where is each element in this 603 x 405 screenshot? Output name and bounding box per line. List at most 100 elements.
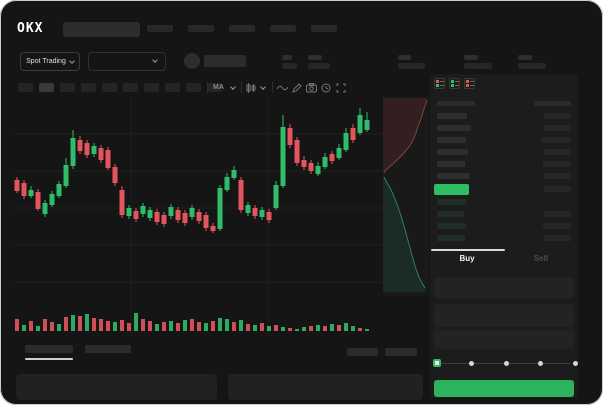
stat-value [518, 63, 546, 69]
timeframe-button[interactable] [123, 83, 138, 92]
pencil-draw-icon[interactable] [292, 83, 302, 93]
slider-stop[interactable] [572, 361, 578, 366]
buy-tab-active-underline [431, 249, 505, 251]
stat-label [518, 55, 532, 60]
stat-value [464, 63, 492, 69]
search-input[interactable] [63, 22, 140, 37]
toggle-glyph [440, 81, 444, 82]
chevron-down-icon[interactable] [260, 84, 266, 90]
ask-row-price[interactable] [437, 173, 470, 179]
orderbook-panel: Buy Sell [430, 74, 578, 398]
timeframe-button[interactable] [207, 83, 222, 92]
slider-stop[interactable] [469, 361, 474, 366]
timeframe-button[interactable] [81, 83, 96, 92]
divider [241, 82, 242, 93]
book-both-icon[interactable] [434, 78, 445, 89]
depth-chart[interactable] [383, 96, 429, 296]
chevron-down-icon [69, 57, 75, 64]
order-input-field[interactable] [434, 330, 574, 349]
chevron-down-icon [152, 57, 158, 63]
bid-row-amount[interactable] [543, 223, 571, 229]
tab-sell[interactable]: Sell [533, 254, 549, 263]
slider-stop[interactable] [538, 361, 543, 366]
stat-value [282, 63, 297, 69]
bid-row-price[interactable] [437, 199, 466, 205]
bid-row-amount[interactable] [544, 211, 571, 217]
toggle-glyph [470, 81, 474, 82]
stat-label [282, 55, 292, 60]
bottom-panel[interactable] [228, 374, 423, 400]
ask-row-amount[interactable] [543, 161, 571, 167]
trading-mode-label: Spot Trading [26, 58, 66, 65]
buy-submit-button[interactable] [434, 380, 574, 397]
camera-icon[interactable] [306, 83, 317, 93]
timeframe-button[interactable] [39, 83, 54, 92]
ask-row-amount[interactable] [544, 173, 571, 179]
book-bids-icon[interactable] [449, 78, 460, 89]
ask-row-price[interactable] [437, 125, 471, 131]
stat-value [398, 63, 425, 69]
ask-row-amount[interactable] [544, 149, 571, 155]
slider-handle[interactable] [433, 359, 441, 367]
ask-row-price[interactable] [437, 113, 467, 119]
candlestick-chart[interactable] [12, 96, 384, 338]
ask-row-amount[interactable] [544, 125, 571, 131]
ask-row-price[interactable] [437, 137, 466, 143]
bottom-tab[interactable] [85, 345, 131, 353]
bid-row-price[interactable] [437, 223, 466, 229]
stat-value [308, 63, 330, 69]
book-asks-icon[interactable] [464, 78, 475, 89]
timeframe-button[interactable] [186, 83, 201, 92]
toggle-glyph [451, 84, 454, 87]
nav-item[interactable] [311, 25, 337, 32]
toggle-glyph [440, 85, 444, 86]
toggle-glyph [455, 81, 459, 82]
toggle-glyph [455, 85, 459, 86]
bid-row-amount[interactable] [544, 235, 571, 241]
bottom-panel[interactable] [16, 374, 217, 400]
divider [272, 82, 273, 93]
trading-mode-dropdown[interactable]: Spot Trading [20, 52, 80, 71]
clock-settings-icon[interactable] [321, 83, 331, 93]
toggle-glyph [466, 84, 469, 87]
bid-row-price[interactable] [437, 235, 465, 241]
bottom-tab[interactable] [25, 345, 73, 353]
toggle-glyph [436, 80, 439, 83]
order-input-field[interactable] [434, 277, 574, 298]
toggle-glyph [466, 80, 469, 83]
toggle-glyph [436, 84, 439, 87]
ask-row-price[interactable] [437, 149, 468, 155]
nav-item[interactable] [188, 25, 214, 32]
timeframe-button[interactable] [102, 83, 117, 92]
indicator-button[interactable]: MA [213, 84, 224, 91]
fullscreen-icon[interactable] [336, 83, 346, 93]
pair-selector-dropdown[interactable] [88, 52, 166, 71]
bottom-mini-stat [347, 348, 378, 356]
ask-row-amount[interactable] [544, 186, 571, 192]
bottom-tab-active-underline [25, 358, 73, 360]
ask-row-amount[interactable] [542, 137, 571, 143]
coin-icon [184, 53, 200, 69]
nav-item[interactable] [270, 25, 296, 32]
last-price-badge[interactable] [434, 184, 469, 195]
chevron-down-icon[interactable] [230, 84, 236, 90]
chart-type-icon[interactable] [246, 83, 256, 93]
order-input-field[interactable] [434, 304, 574, 327]
ask-row-price[interactable] [437, 161, 465, 167]
timeframe-button[interactable] [18, 83, 33, 92]
timeframe-button[interactable] [144, 83, 159, 92]
ask-row-amount[interactable] [544, 113, 571, 119]
nav-item[interactable] [147, 25, 173, 32]
timeframe-button[interactable] [60, 83, 75, 92]
bottom-mini-stat [385, 348, 417, 356]
timeframe-button[interactable] [165, 83, 180, 92]
stat-label [308, 55, 322, 60]
bid-row-price[interactable] [437, 211, 464, 217]
wave-indicator-icon[interactable] [277, 84, 288, 92]
nav-item[interactable] [229, 25, 255, 32]
toggle-glyph [470, 85, 474, 86]
tab-buy[interactable]: Buy [459, 254, 475, 263]
toggle-glyph [451, 80, 454, 83]
slider-stop[interactable] [503, 361, 509, 366]
